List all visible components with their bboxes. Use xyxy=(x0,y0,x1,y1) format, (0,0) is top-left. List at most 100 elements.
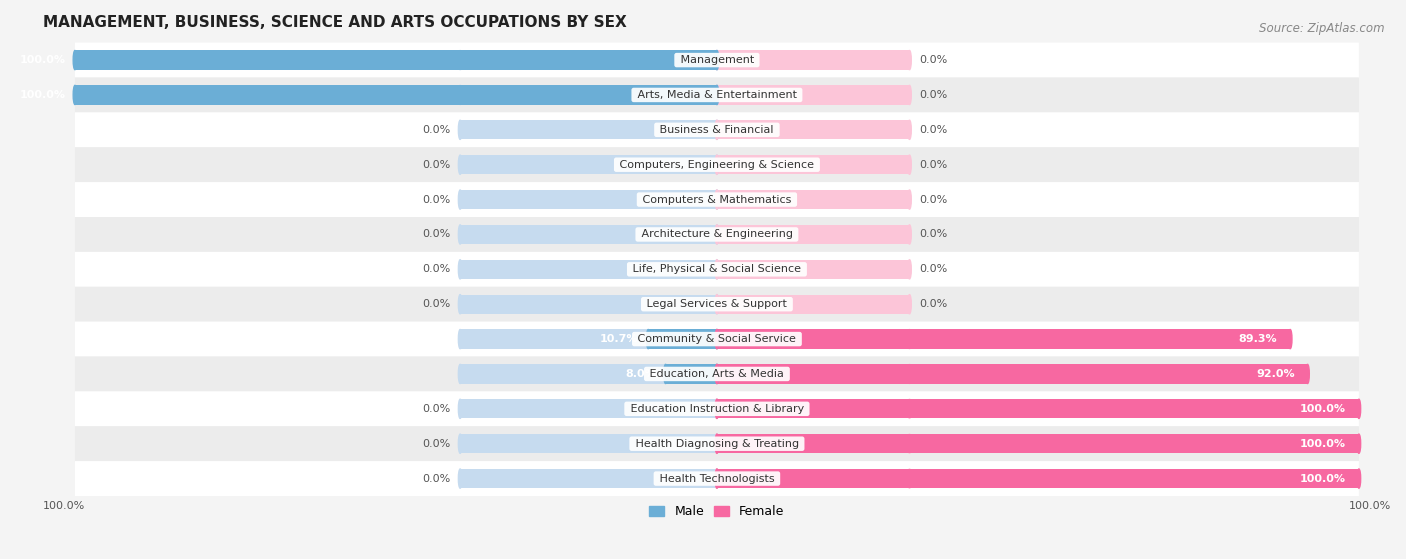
Circle shape xyxy=(716,434,718,453)
Text: 8.0%: 8.0% xyxy=(626,369,657,379)
Circle shape xyxy=(716,364,718,383)
Bar xyxy=(460,225,717,244)
Circle shape xyxy=(716,329,718,349)
Circle shape xyxy=(716,329,718,349)
Bar xyxy=(460,329,717,349)
Circle shape xyxy=(908,260,911,279)
Circle shape xyxy=(716,329,718,349)
Circle shape xyxy=(664,364,668,383)
Circle shape xyxy=(458,399,463,419)
Text: 0.0%: 0.0% xyxy=(920,264,948,274)
Bar xyxy=(717,120,910,139)
Circle shape xyxy=(908,155,911,174)
Text: 0.0%: 0.0% xyxy=(422,229,450,239)
Bar xyxy=(460,86,717,105)
Bar xyxy=(75,50,717,70)
Circle shape xyxy=(908,50,911,70)
Text: Life, Physical & Social Science: Life, Physical & Social Science xyxy=(628,264,804,274)
Text: Arts, Media & Entertainment: Arts, Media & Entertainment xyxy=(634,90,800,100)
Circle shape xyxy=(716,399,718,419)
Bar xyxy=(460,469,717,488)
Text: 92.0%: 92.0% xyxy=(1256,369,1295,379)
Bar xyxy=(717,295,910,314)
Circle shape xyxy=(908,295,911,314)
Circle shape xyxy=(716,469,718,488)
Text: Legal Services & Support: Legal Services & Support xyxy=(643,299,790,309)
Text: 0.0%: 0.0% xyxy=(422,264,450,274)
FancyBboxPatch shape xyxy=(75,42,1360,78)
Circle shape xyxy=(908,434,911,453)
Text: Community & Social Service: Community & Social Service xyxy=(634,334,800,344)
Bar xyxy=(717,329,910,349)
Bar xyxy=(648,329,717,349)
Circle shape xyxy=(716,434,718,453)
Text: 0.0%: 0.0% xyxy=(920,195,948,205)
Circle shape xyxy=(716,469,718,488)
Circle shape xyxy=(458,364,463,383)
Bar xyxy=(717,260,910,279)
Text: 100.0%: 100.0% xyxy=(20,55,65,65)
Circle shape xyxy=(908,469,911,488)
Text: 0.0%: 0.0% xyxy=(422,299,450,309)
Circle shape xyxy=(716,295,718,314)
Bar xyxy=(717,434,910,453)
Bar xyxy=(717,50,910,70)
Text: 100.0%: 100.0% xyxy=(1301,439,1346,449)
Circle shape xyxy=(716,50,718,70)
Circle shape xyxy=(716,50,718,70)
Bar xyxy=(717,190,910,209)
FancyBboxPatch shape xyxy=(75,321,1360,357)
Bar xyxy=(460,190,717,209)
Circle shape xyxy=(73,50,77,70)
Text: Health Diagnosing & Treating: Health Diagnosing & Treating xyxy=(631,439,803,449)
Bar xyxy=(717,364,910,383)
Circle shape xyxy=(716,155,718,174)
Circle shape xyxy=(716,260,718,279)
Text: 0.0%: 0.0% xyxy=(920,299,948,309)
Bar xyxy=(717,155,910,174)
Bar xyxy=(717,329,1291,349)
Text: 89.3%: 89.3% xyxy=(1239,334,1278,344)
Circle shape xyxy=(716,86,718,105)
FancyBboxPatch shape xyxy=(75,147,1360,182)
Bar xyxy=(460,434,717,453)
Circle shape xyxy=(458,469,463,488)
Text: Business & Financial: Business & Financial xyxy=(657,125,778,135)
Circle shape xyxy=(716,295,718,314)
Text: 100.0%: 100.0% xyxy=(42,501,86,511)
FancyBboxPatch shape xyxy=(75,252,1360,287)
Circle shape xyxy=(908,86,911,105)
Circle shape xyxy=(458,225,463,244)
FancyBboxPatch shape xyxy=(75,217,1360,252)
Text: Computers & Mathematics: Computers & Mathematics xyxy=(638,195,794,205)
Circle shape xyxy=(716,329,718,349)
Text: 0.0%: 0.0% xyxy=(920,55,948,65)
FancyBboxPatch shape xyxy=(75,391,1360,427)
Text: 0.0%: 0.0% xyxy=(422,125,450,135)
Bar xyxy=(717,399,910,419)
Circle shape xyxy=(716,434,718,453)
FancyBboxPatch shape xyxy=(75,78,1360,112)
Circle shape xyxy=(716,399,718,419)
Circle shape xyxy=(716,225,718,244)
Text: 0.0%: 0.0% xyxy=(920,229,948,239)
Text: Architecture & Engineering: Architecture & Engineering xyxy=(638,229,796,239)
Text: 0.0%: 0.0% xyxy=(920,125,948,135)
FancyBboxPatch shape xyxy=(75,357,1360,391)
Text: MANAGEMENT, BUSINESS, SCIENCE AND ARTS OCCUPATIONS BY SEX: MANAGEMENT, BUSINESS, SCIENCE AND ARTS O… xyxy=(42,15,627,30)
Text: 0.0%: 0.0% xyxy=(422,160,450,170)
Bar xyxy=(460,364,717,383)
Text: 100.0%: 100.0% xyxy=(1301,473,1346,484)
Circle shape xyxy=(716,469,718,488)
Circle shape xyxy=(716,50,718,70)
Bar xyxy=(717,434,1360,453)
Text: 0.0%: 0.0% xyxy=(422,195,450,205)
Circle shape xyxy=(716,86,718,105)
Circle shape xyxy=(458,120,463,139)
FancyBboxPatch shape xyxy=(75,427,1360,461)
Bar xyxy=(460,260,717,279)
Circle shape xyxy=(458,434,463,453)
Circle shape xyxy=(1306,364,1309,383)
Circle shape xyxy=(716,120,718,139)
Bar xyxy=(717,469,910,488)
